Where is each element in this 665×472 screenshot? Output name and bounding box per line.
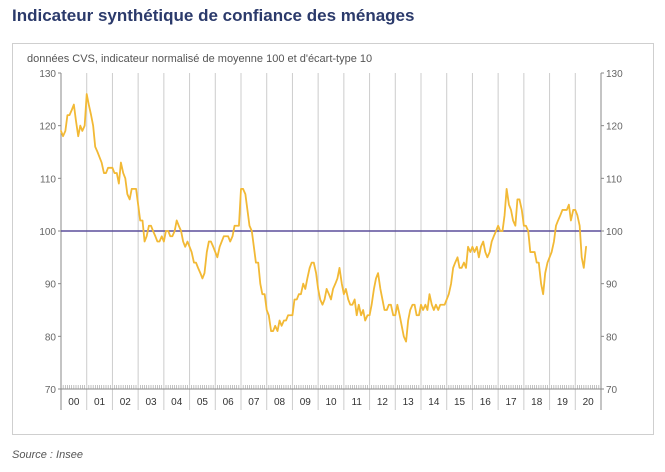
y-tick-label-left: 120 <box>39 122 56 133</box>
y-tick-label-left: 100 <box>39 227 56 238</box>
x-category-label: 11 <box>352 397 363 408</box>
x-category-label: 20 <box>583 397 595 408</box>
x-category-label: 13 <box>403 397 415 408</box>
x-category-label: 09 <box>300 397 312 408</box>
x-category-label: 17 <box>505 397 517 408</box>
x-category-label: 14 <box>428 397 440 408</box>
grid-layer <box>60 73 602 410</box>
y-tick-label-right: 90 <box>606 280 618 291</box>
x-category-label: 02 <box>120 397 132 408</box>
chart-subtitle: données CVS, indicateur normalisé de moy… <box>27 53 372 65</box>
y-tick-label-right: 80 <box>606 332 618 343</box>
chart-title: Indicateur synthétique de confiance des … <box>12 6 415 25</box>
y-tick-label-right: 70 <box>606 385 618 396</box>
y-tick-label-right: 130 <box>606 69 623 80</box>
y-tick-label-right: 110 <box>606 174 622 185</box>
x-category-label: 19 <box>557 397 569 408</box>
x-category-label: 16 <box>480 397 492 408</box>
x-category-label: 05 <box>197 397 209 408</box>
y-tick-label-left: 70 <box>45 385 57 396</box>
x-category-label: 15 <box>454 397 466 408</box>
y-tick-label-right: 100 <box>606 227 623 238</box>
y-tick-label-left: 130 <box>39 69 56 80</box>
y-tick-label-left: 80 <box>45 332 57 343</box>
x-category-label: 03 <box>145 397 157 408</box>
x-category-label: 08 <box>274 397 286 408</box>
confidence-series-line <box>60 93 587 343</box>
x-category-label: 01 <box>94 397 106 408</box>
x-category-label: 12 <box>377 397 389 408</box>
y-tick-label-left: 90 <box>45 280 57 291</box>
x-category-label: 18 <box>531 397 543 408</box>
y-tick-label-right: 120 <box>606 122 623 133</box>
y-tick-label-left: 110 <box>40 174 56 185</box>
x-category-label: 00 <box>68 397 80 408</box>
x-category-label: 07 <box>248 397 260 408</box>
axis-layer <box>58 72 604 390</box>
source-note: Source : Insee <box>12 449 83 461</box>
x-category-label: 04 <box>171 397 183 408</box>
x-category-label: 06 <box>223 397 235 408</box>
label-layer: 70 70 80 80 90 90 100 100 110 110 120 120 130 130 00 01… <box>39 69 623 408</box>
x-category-label: 10 <box>325 397 337 408</box>
chart-frame <box>12 43 654 435</box>
series-layer <box>60 93 601 343</box>
